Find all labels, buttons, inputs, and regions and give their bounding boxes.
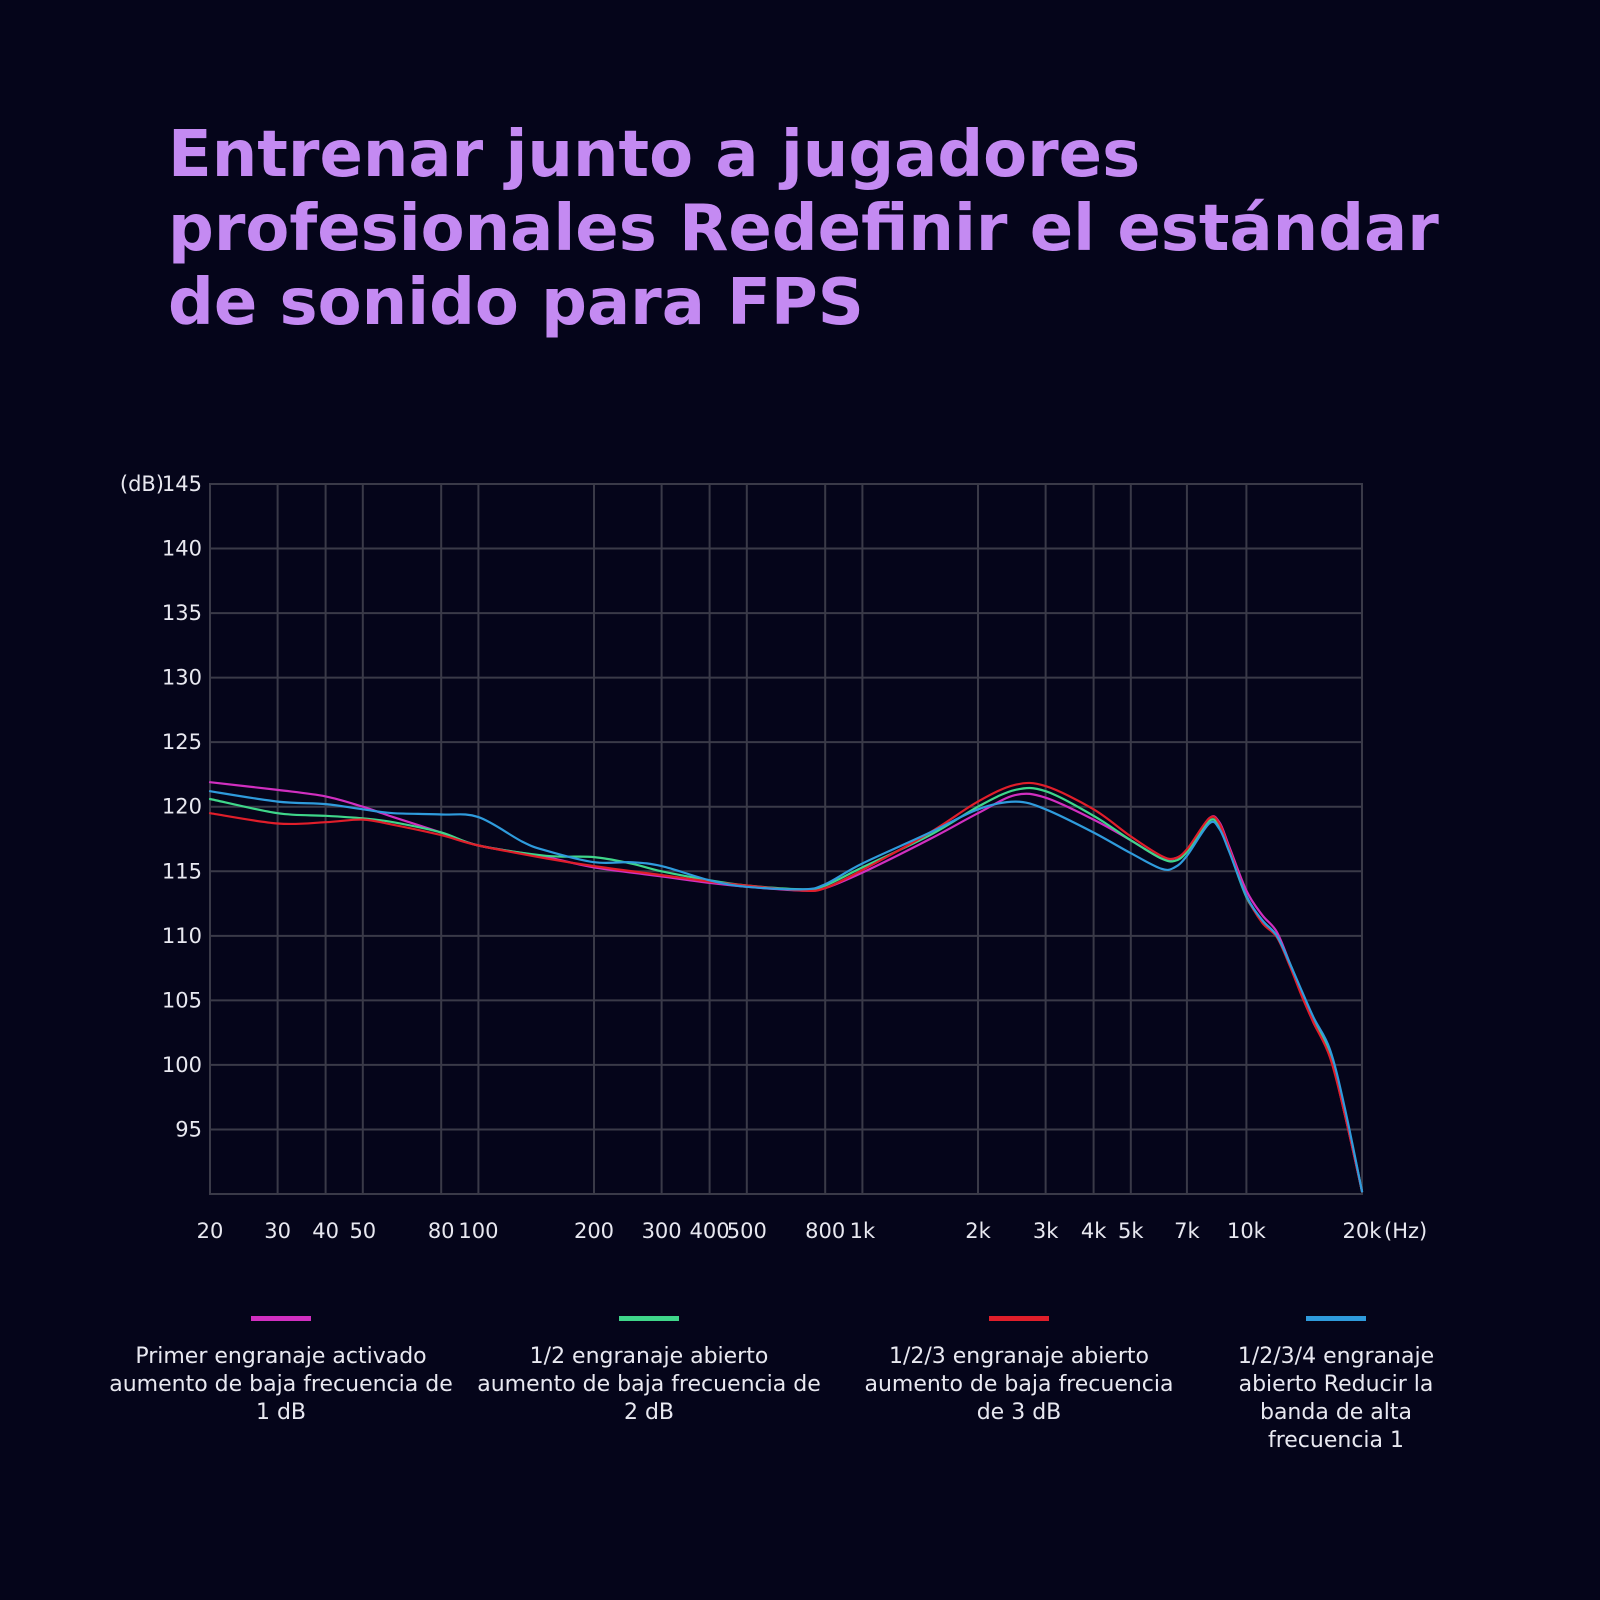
legend-label-4-line-1: 1/2/3/4 engranaje (1237, 1344, 1435, 1369)
series-line-2 (208, 786, 1364, 1193)
x-tick-label: 7k (1174, 1219, 1200, 1243)
x-tick-label: 40 (312, 1219, 339, 1243)
legend-label-4-line-4: frecuencia 1 (1267, 1428, 1405, 1453)
x-tick-label: 500 (727, 1219, 767, 1243)
legend-item-2: 1/2 engranaje abierto aumento de baja fr… (466, 1316, 832, 1427)
chart-series (208, 781, 1364, 1193)
legend-swatch-4 (1306, 1316, 1366, 1321)
y-tick-label: 115 (162, 859, 202, 883)
y-tick-label: 135 (162, 601, 202, 625)
legend-item-3: 1/2/3 engranaje abierto aumento de baja … (846, 1316, 1192, 1427)
x-tick-label: 3k (1033, 1219, 1059, 1243)
page-title-line-3: de sonido para FPS (168, 266, 864, 340)
x-tick-label: 4k (1081, 1219, 1107, 1243)
legend-label-4-line-2: abierto Reducir la (1238, 1372, 1434, 1397)
x-unit-label: (Hz) (1384, 1219, 1427, 1243)
y-unit-label: (dB) (120, 472, 164, 496)
y-tick-label: 125 (162, 730, 202, 754)
series-line-4 (208, 790, 1364, 1193)
y-tick-label: 105 (162, 988, 202, 1012)
legend-swatch-1 (251, 1316, 311, 1321)
x-tick-label: 5k (1118, 1219, 1144, 1243)
x-tick-label: 80 (428, 1219, 455, 1243)
plot-frame (209, 483, 1363, 1195)
x-tick-label: 10k (1227, 1219, 1267, 1243)
y-tick-label: 130 (162, 666, 202, 690)
y-tick-label: 95 (175, 1117, 202, 1141)
y-tick-label: 120 (162, 795, 202, 819)
y-tick-label: 100 (162, 1053, 202, 1077)
page-title-line-2: profesionales Redefinir el estándar (168, 192, 1439, 266)
y-tick-label: 145 (162, 472, 202, 496)
legend-label-3-line-3: de 3 dB (976, 1400, 1062, 1425)
legend-label-2-line-2: aumento de baja frecuencia de (477, 1372, 821, 1397)
legend-label-3-line-1: 1/2/3 engranaje abierto (888, 1344, 1150, 1369)
chart-grid (209, 483, 1363, 1195)
legend-label-1-line-1: Primer engranaje activado (135, 1344, 427, 1369)
x-tick-label: 50 (349, 1219, 376, 1243)
x-tick-label: 1k (850, 1219, 876, 1243)
x-tick-label: 20 (197, 1219, 224, 1243)
x-tick-label: 20k (1343, 1219, 1383, 1243)
x-tick-label: 800 (805, 1219, 845, 1243)
legend-label-4-line-3: banda de alta (1259, 1400, 1413, 1425)
legend-label-1-line-2: aumento de baja frecuencia de (109, 1372, 453, 1397)
legend-swatch-2 (619, 1316, 679, 1321)
x-tick-label: 30 (264, 1219, 291, 1243)
legend-label-1-line-3: 1 dB (255, 1400, 307, 1425)
legend-label-3-line-2: aumento de baja frecuencia (864, 1372, 1174, 1397)
y-tick-label: 140 (162, 537, 202, 561)
legend-item-4: 1/2/3/4 engranaje abierto Reducir la ban… (1206, 1316, 1466, 1455)
page-title-line-1: Entrenar junto a jugadores (168, 118, 1141, 192)
x-tick-label: 2k (965, 1219, 991, 1243)
legend-label-2-line-1: 1/2 engranaje abierto (529, 1344, 769, 1369)
x-tick-label: 200 (574, 1219, 614, 1243)
legend-item-1: Primer engranaje activado aumento de baj… (100, 1316, 462, 1427)
page-title: Entrenar junto a jugadores profesionales… (168, 118, 1468, 340)
legend-swatch-3 (989, 1316, 1049, 1321)
x-tick-label: 100 (458, 1219, 498, 1243)
legend-label-2-line-3: 2 dB (623, 1400, 675, 1425)
x-tick-label: 300 (642, 1219, 682, 1243)
x-tick-label: 400 (690, 1219, 730, 1243)
y-tick-label: 110 (162, 924, 202, 948)
